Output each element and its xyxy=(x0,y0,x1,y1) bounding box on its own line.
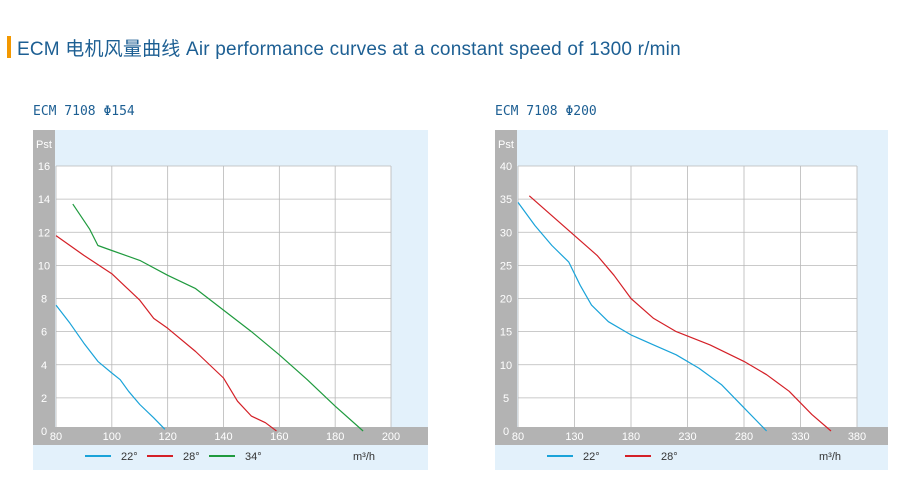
legend-label-2: 28° xyxy=(661,451,678,463)
chart-2: Pst 0 5 10 15 20 25 30 35 40 80 130 180 230 280 330 380 2… xyxy=(495,130,888,470)
chart-2-title: ECM 7108 Φ200 xyxy=(495,104,597,119)
y-tick-label: 15 xyxy=(500,327,512,339)
x-axis-band xyxy=(495,427,888,445)
y-tick-label: 20 xyxy=(500,294,512,306)
y-tick-label: 16 xyxy=(38,161,50,173)
legend-label-1: 22° xyxy=(121,451,138,463)
x-tick-label: 80 xyxy=(50,431,62,443)
x-tick-label: 180 xyxy=(326,431,344,443)
y-tick-label: 0 xyxy=(503,426,509,438)
chart-1: Pst 0 2 4 6 8 10 12 14 16 80 100 120 140 160 180 200 22° 2… xyxy=(33,130,428,470)
x-axis-unit: m³/h xyxy=(819,451,841,463)
y-axis-label: Pst xyxy=(36,139,52,151)
y-tick-label: 12 xyxy=(38,227,50,239)
legend-label-1: 22° xyxy=(583,451,600,463)
chart-1-title: ECM 7108 Φ154 xyxy=(33,104,135,119)
y-tick-label: 8 xyxy=(41,294,47,306)
series-line-1 xyxy=(55,304,166,430)
x-tick-label: 140 xyxy=(214,431,232,443)
y-axis-band xyxy=(33,130,55,431)
y-tick-label: 14 xyxy=(38,194,50,206)
y-tick-label: 40 xyxy=(500,161,512,173)
series-line-3 xyxy=(72,203,364,432)
y-tick-label: 10 xyxy=(500,360,512,372)
legend-label-3: 34° xyxy=(245,451,262,463)
x-tick-label: 180 xyxy=(622,431,640,443)
y-tick-label: 5 xyxy=(503,393,509,405)
x-axis-band xyxy=(33,427,428,445)
x-tick-label: 120 xyxy=(158,431,176,443)
legend-label-2: 28° xyxy=(183,451,200,463)
y-tick-label: 2 xyxy=(41,393,47,405)
x-tick-label: 380 xyxy=(848,431,866,443)
y-tick-label: 4 xyxy=(41,360,47,372)
header: ECM 电机风量曲线 Air performance curves at a c… xyxy=(7,35,681,60)
y-tick-label: 35 xyxy=(500,194,512,206)
x-tick-label: 130 xyxy=(565,431,583,443)
x-axis-unit: m³/h xyxy=(353,451,375,463)
x-tick-label: 280 xyxy=(735,431,753,443)
x-tick-label: 100 xyxy=(103,431,121,443)
y-tick-label: 30 xyxy=(500,227,512,239)
x-tick-label: 230 xyxy=(678,431,696,443)
x-tick-label: 200 xyxy=(382,431,400,443)
series-line-1 xyxy=(517,202,768,432)
y-axis-label: Pst xyxy=(498,139,514,151)
y-tick-label: 25 xyxy=(500,260,512,272)
series-line-2 xyxy=(55,235,277,432)
x-tick-label: 80 xyxy=(512,431,524,443)
y-tick-label: 10 xyxy=(38,260,50,272)
series-line-2 xyxy=(528,195,832,432)
x-tick-label: 330 xyxy=(791,431,809,443)
y-axis-band xyxy=(495,130,517,431)
header-accent-bar xyxy=(7,36,11,58)
y-tick-label: 0 xyxy=(41,426,47,438)
x-tick-label: 160 xyxy=(270,431,288,443)
y-tick-label: 6 xyxy=(41,327,47,339)
page-title: ECM 电机风量曲线 Air performance curves at a c… xyxy=(17,38,681,60)
